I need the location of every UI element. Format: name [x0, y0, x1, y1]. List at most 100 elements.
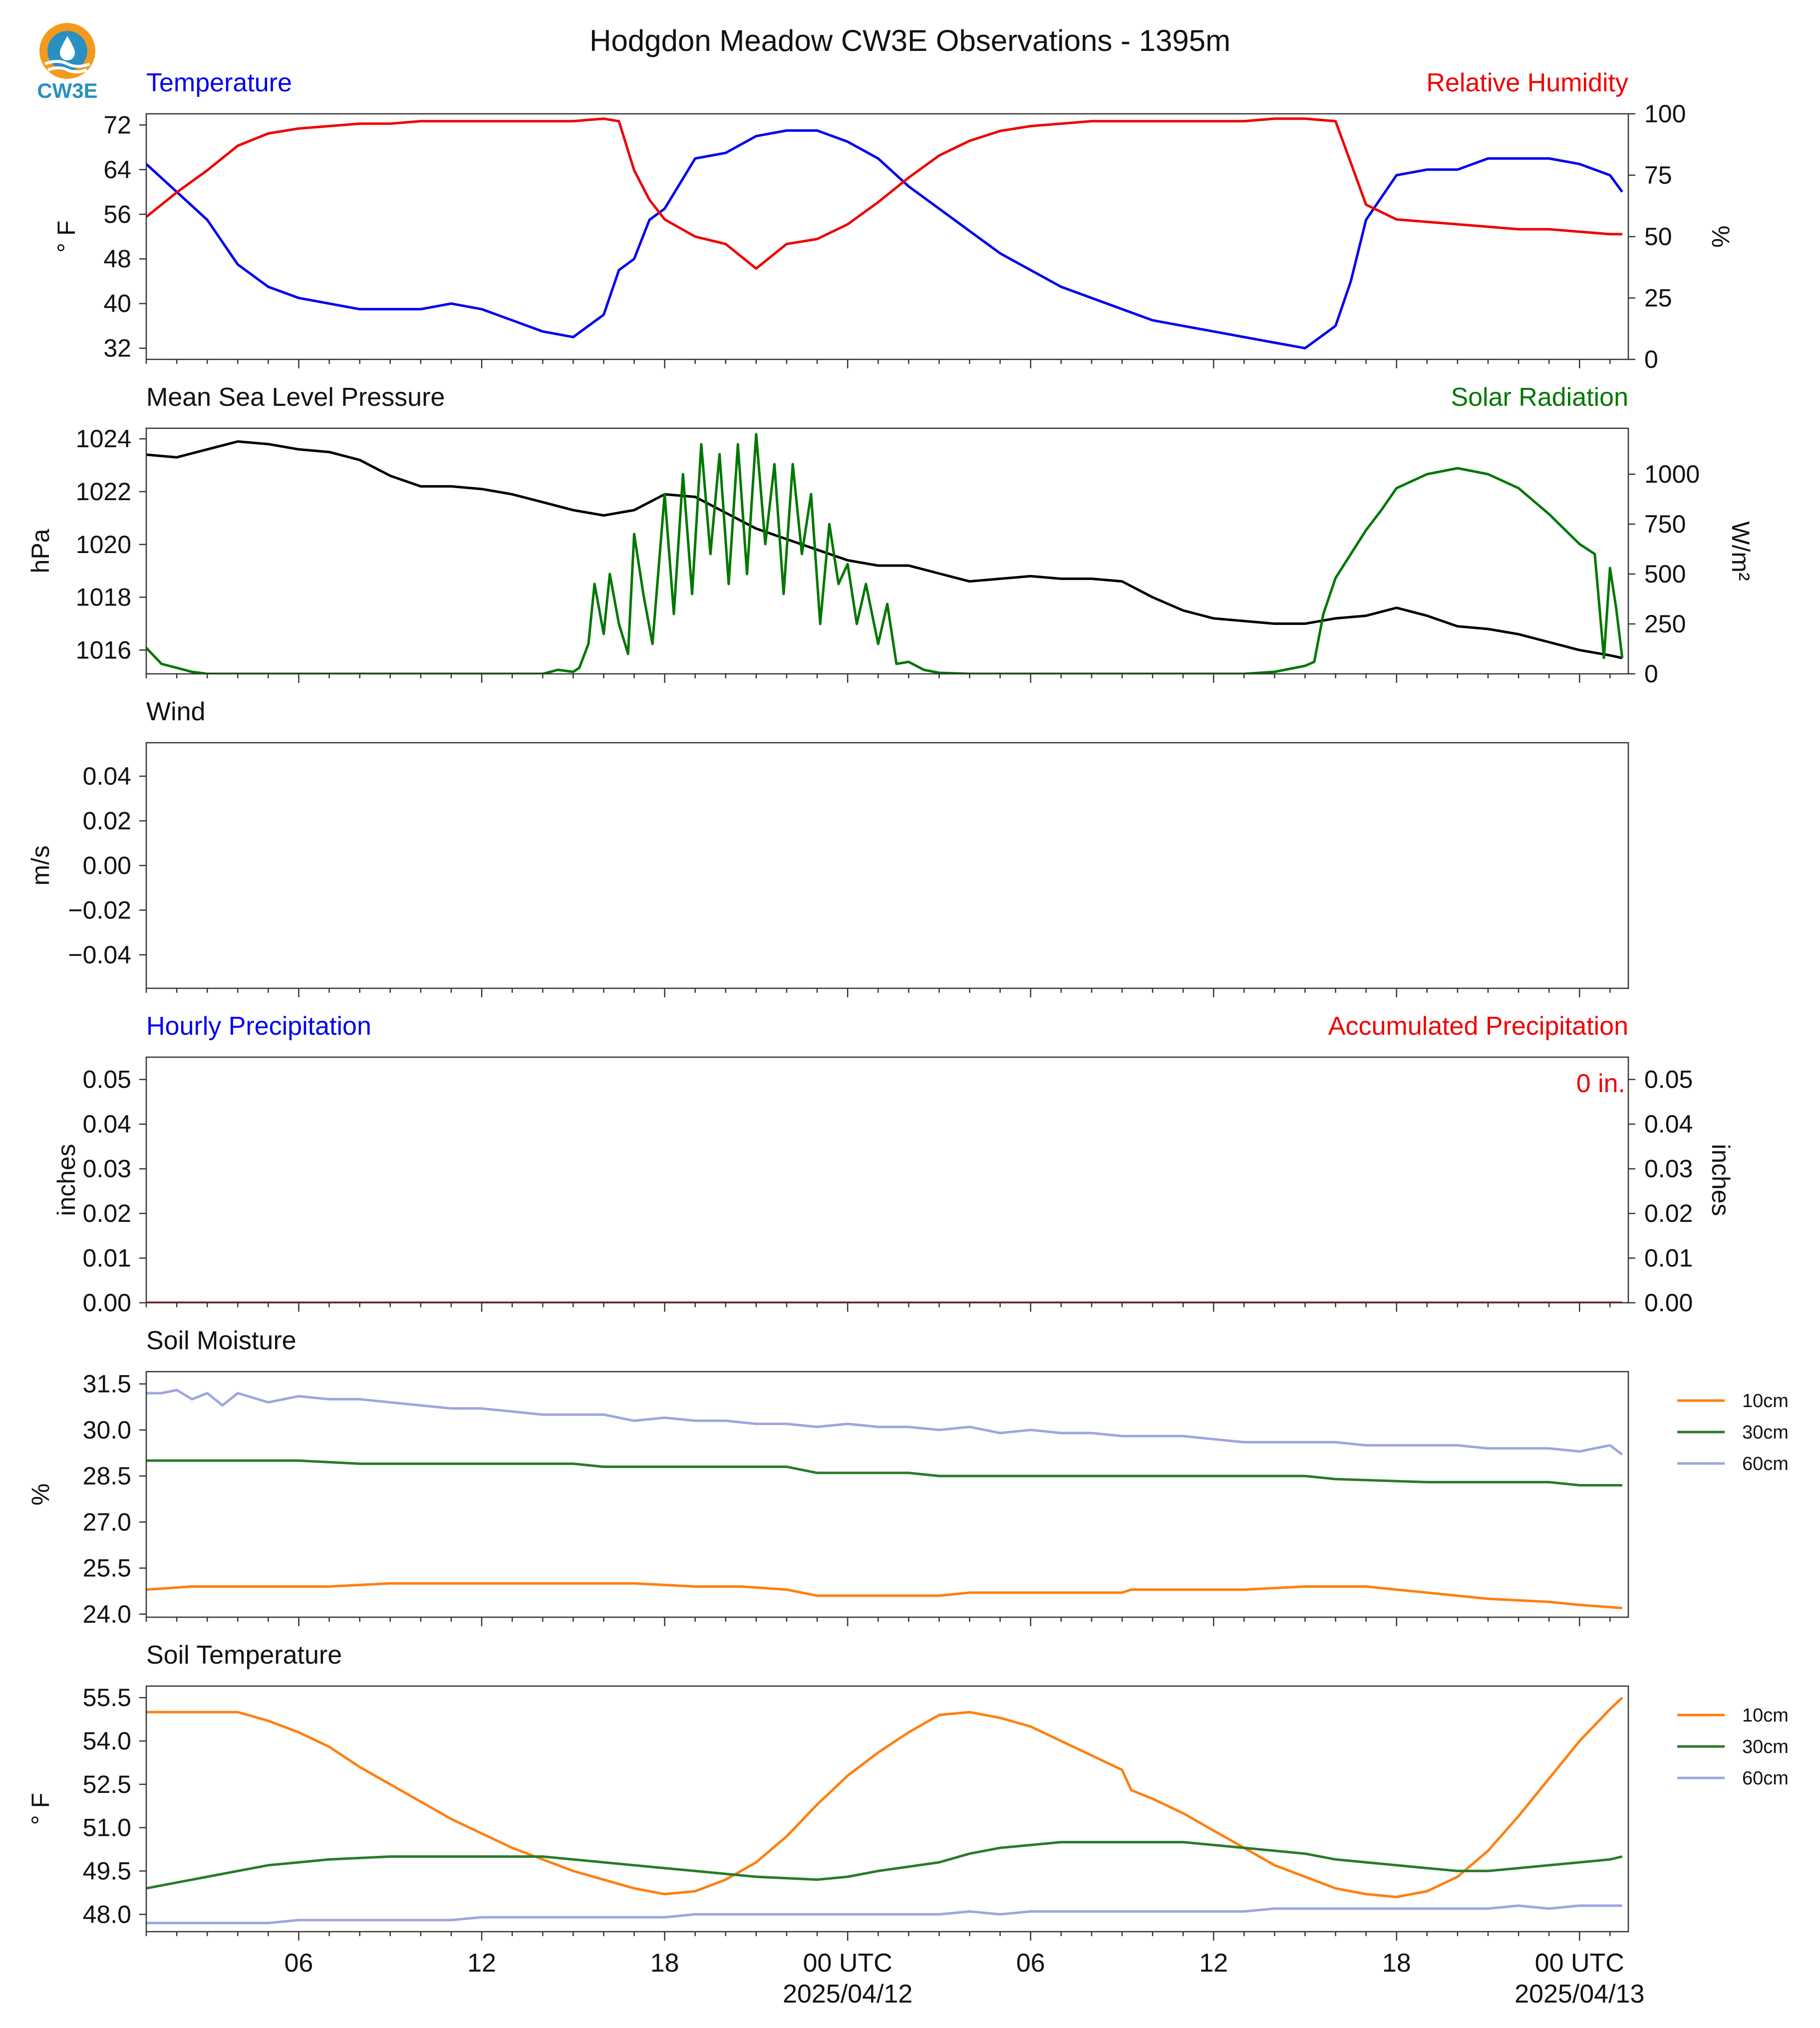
y-tick-label: 0.01 [83, 1244, 131, 1272]
x-date-label: 2025/04/12 [783, 1980, 912, 2009]
panel-2: Mean Sea Level Pressure Solar Radiation 10… [26, 383, 1755, 688]
y-tick-label: 1020 [76, 531, 131, 559]
y-tick-label-right: 0.05 [1644, 1066, 1693, 1094]
y-tick-label: 28.5 [83, 1462, 131, 1490]
panel-title-right: Accumulated Precipitation [1328, 1012, 1628, 1041]
panel-title-left: Temperature [146, 68, 292, 97]
plot-frame [145, 1685, 1629, 1933]
accumulated-total-label: 0 in. [1576, 1069, 1625, 1098]
y-tick-label-right: 0.02 [1644, 1199, 1693, 1227]
y-tick-label-right: 25 [1644, 284, 1672, 312]
y-tick-label-right: 75 [1644, 161, 1672, 189]
y-tick-label: 0.05 [83, 1066, 131, 1094]
y-tick-label: 1024 [76, 425, 131, 453]
y-tick-label: −0.04 [68, 941, 131, 969]
panel-title-left: Soil Moisture [146, 1326, 297, 1355]
plot-frame [145, 1056, 1629, 1304]
y-tick-label-right: 50 [1644, 223, 1672, 251]
x-tick-label: 18 [650, 1949, 679, 1978]
plot-frame [145, 427, 1629, 675]
panel-3: Wind −0.04 −0.02 0.00 0.02 0.04 m/s [26, 697, 1629, 997]
y-axis-label-right: W/m² [1727, 521, 1755, 580]
y-tick-label: 56 [103, 200, 131, 228]
y-tick-label: 0.04 [83, 762, 131, 790]
y-tick-label-right: 0.03 [1644, 1155, 1693, 1183]
series-line-30cm [146, 1841, 1623, 1890]
legend-label: 10cm [1742, 1391, 1789, 1412]
panel-title-right: Solar Radiation [1451, 383, 1628, 412]
y-tick-label-right: 1000 [1644, 460, 1700, 488]
y-tick-label-right: 500 [1644, 560, 1686, 588]
y-axis-label: ° F [26, 1793, 54, 1825]
y-tick-label: 30.0 [83, 1416, 131, 1444]
y-tick-label: 72 [103, 111, 131, 139]
legend-label: 10cm [1742, 1705, 1789, 1726]
series-line-30cm [146, 1459, 1622, 1487]
cw3e-logo: CW3E [30, 20, 105, 105]
y-axis-label: m/s [26, 846, 54, 886]
series-group [146, 1389, 1623, 1610]
y-tick-label-right: 0.04 [1644, 1110, 1693, 1138]
y-tick-label: 40 [103, 290, 131, 317]
series-line-10cm [146, 1582, 1622, 1610]
y-tick-label-right: 0 [1644, 345, 1658, 373]
legend-label: 60cm [1742, 1453, 1789, 1474]
y-tick-label: 0.00 [83, 852, 131, 879]
y-axis-label: hPa [26, 529, 54, 573]
series-line-10cm [146, 1697, 1623, 1898]
legend-label: 30cm [1742, 1422, 1789, 1443]
logo-icon [39, 23, 95, 79]
series-line-temperature [146, 129, 1623, 350]
y-tick-label: 51.0 [83, 1814, 131, 1842]
y-tick-label: 1016 [76, 636, 131, 664]
y-tick-label: 54.0 [83, 1727, 131, 1755]
y-tick-label: 27.0 [83, 1508, 131, 1536]
panel-title-left: Soil Temperature [146, 1641, 342, 1670]
series-line-relative-humidity [146, 117, 1622, 270]
y-tick-label: 48 [103, 245, 131, 273]
chart-title: Hodgdon Meadow CW3E Observations - 1395m [590, 24, 1230, 57]
panel-title-left: Mean Sea Level Pressure [146, 383, 445, 412]
y-tick-label: 64 [103, 156, 131, 184]
x-date-label: 2025/04/13 [1515, 1980, 1644, 2009]
y-tick-label: 0.00 [83, 1289, 131, 1317]
y-axis-label: inches [52, 1144, 80, 1216]
y-tick-label: 52.5 [83, 1770, 131, 1798]
y-tick-label: −0.02 [68, 896, 131, 924]
y-axis-label-right: inches [1707, 1144, 1735, 1216]
logo-text: CW3E [37, 79, 98, 102]
plot-frame [145, 1371, 1629, 1618]
y-tick-label: 25.5 [83, 1554, 131, 1582]
x-tick-label: 06 [285, 1949, 313, 1978]
x-tick-label: 00 UTC [1535, 1949, 1624, 1978]
y-tick-label: 1018 [76, 583, 131, 611]
series-line-solar-radiation [146, 433, 1624, 674]
y-tick-label: 31.5 [83, 1370, 131, 1398]
y-tick-label: 55.5 [83, 1684, 131, 1712]
panel-1: Temperature Relative Humidity 32 40 48 56 64 72… [52, 68, 1735, 373]
series-line-60cm [146, 1389, 1623, 1456]
panel-title-right: Relative Humidity [1426, 68, 1628, 97]
series-line-60cm [146, 1904, 1622, 1925]
y-tick-label: 0.04 [83, 1110, 131, 1138]
plot-frame [145, 742, 1629, 989]
y-tick-label: 48.0 [83, 1900, 131, 1928]
x-tick-label: 18 [1382, 1949, 1411, 1978]
plot-frame [145, 113, 1629, 360]
legend: 10cm 30cm 60cm [1677, 1705, 1789, 1789]
legend-label: 30cm [1742, 1737, 1789, 1757]
y-tick-label-right: 100 [1644, 100, 1686, 128]
panel-title-left: Hourly Precipitation [146, 1012, 371, 1041]
y-axis-label: % [26, 1483, 54, 1505]
series-group [146, 433, 1624, 674]
y-axis-label-right: % [1707, 226, 1735, 248]
y-tick-label-right: 250 [1644, 610, 1686, 638]
y-tick-label: 0.03 [83, 1155, 131, 1183]
y-tick-label: 24.0 [83, 1600, 131, 1628]
y-tick-label-right: 0.01 [1644, 1244, 1693, 1272]
y-tick-label-right: 0 [1644, 660, 1658, 688]
y-tick-label: 0.02 [83, 807, 131, 835]
x-tick-label: 00 UTC [803, 1949, 893, 1978]
series-line-mean-sea-level-pressure [146, 440, 1623, 659]
